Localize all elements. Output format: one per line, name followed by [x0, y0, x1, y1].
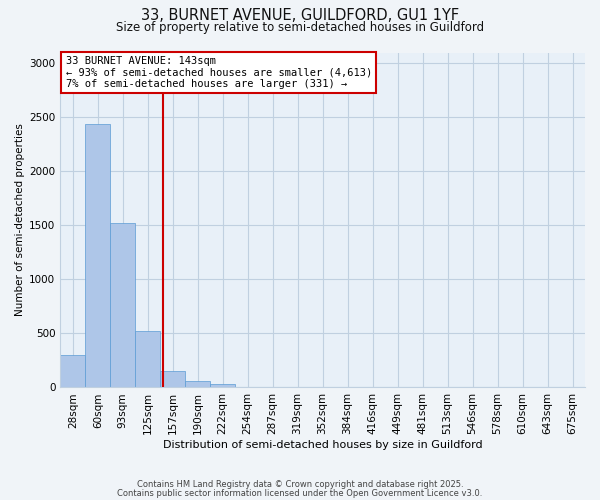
Bar [110, 223, 135, 388]
Text: Contains public sector information licensed under the Open Government Licence v3: Contains public sector information licen… [118, 488, 482, 498]
Text: 33 BURNET AVENUE: 143sqm
← 93% of semi-detached houses are smaller (4,613)
7% of: 33 BURNET AVENUE: 143sqm ← 93% of semi-d… [65, 56, 372, 89]
Bar [160, 372, 185, 388]
Bar [210, 384, 235, 388]
Y-axis label: Number of semi-detached properties: Number of semi-detached properties [15, 124, 25, 316]
Text: 33, BURNET AVENUE, GUILDFORD, GU1 1YF: 33, BURNET AVENUE, GUILDFORD, GU1 1YF [141, 8, 459, 22]
Bar [85, 124, 110, 388]
Bar [60, 355, 85, 388]
Bar [185, 381, 210, 388]
X-axis label: Distribution of semi-detached houses by size in Guildford: Distribution of semi-detached houses by … [163, 440, 482, 450]
Text: Contains HM Land Registry data © Crown copyright and database right 2025.: Contains HM Land Registry data © Crown c… [137, 480, 463, 489]
Text: Size of property relative to semi-detached houses in Guildford: Size of property relative to semi-detach… [116, 21, 484, 34]
Bar [135, 332, 160, 388]
